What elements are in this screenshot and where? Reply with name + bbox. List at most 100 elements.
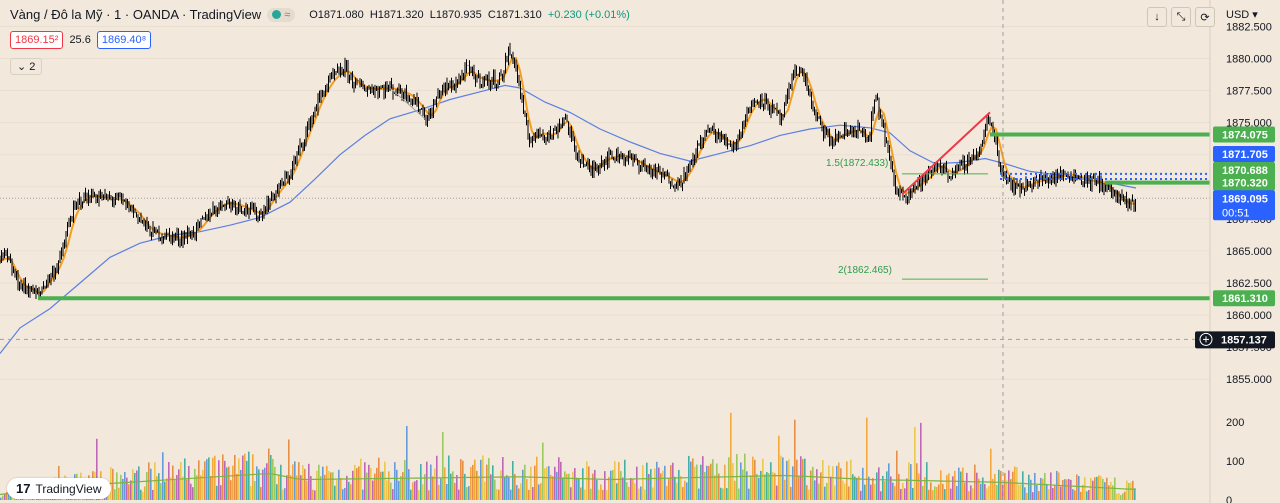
volume-bar — [726, 488, 728, 500]
volume-bar — [428, 490, 430, 500]
volume-bar — [858, 476, 860, 500]
volume-bar — [342, 489, 344, 500]
volume-bar — [172, 465, 174, 500]
tv-logo-icon: 17 — [16, 481, 31, 496]
close-value: C1871.310 — [487, 8, 542, 21]
volume-bar — [408, 469, 410, 500]
volume-bar — [626, 482, 628, 500]
volume-bar — [338, 469, 340, 500]
volume-bar — [774, 473, 776, 500]
volume-bar — [330, 472, 332, 500]
volume-bar — [640, 486, 642, 500]
volume-bar — [754, 459, 756, 500]
volume-bar — [592, 473, 594, 500]
grid — [0, 25, 1210, 380]
volume-bar — [350, 484, 352, 500]
sell-button[interactable]: 1869.15² — [10, 31, 64, 49]
volume-bar — [540, 483, 542, 500]
volume-bar — [318, 464, 320, 500]
volume-bar — [390, 482, 392, 500]
volume-bar — [706, 465, 708, 500]
volume-bar — [778, 435, 780, 500]
volume-tick-label: 200 — [1226, 417, 1244, 429]
volume-bar — [678, 469, 680, 500]
volume-bar — [516, 485, 518, 500]
volume-bar — [930, 482, 932, 500]
volume-bar — [868, 476, 870, 500]
volume-bar — [454, 482, 456, 500]
volume-bar — [722, 488, 724, 500]
volume-bar — [1094, 477, 1096, 500]
volume-bar — [410, 489, 412, 500]
volume-bar — [730, 412, 732, 500]
indicators-toggle[interactable]: ⌄ 2 — [10, 58, 43, 75]
trend-line — [901, 111, 991, 196]
collapse-icon[interactable]: ⤡ — [1171, 7, 1191, 27]
volume-bar — [962, 467, 964, 500]
market-status[interactable]: ≈ — [267, 7, 296, 22]
volume-bar — [724, 464, 726, 500]
volume-bar — [420, 464, 422, 500]
volume-bar — [632, 479, 634, 500]
volume-bar — [1020, 484, 1022, 500]
volume-bar — [890, 476, 892, 500]
volume-bar — [1022, 471, 1024, 500]
volume-bar — [248, 451, 250, 500]
volume-bar — [940, 470, 942, 500]
arrow-down-icon[interactable]: ↓ — [1147, 7, 1167, 27]
volume-bar — [314, 490, 316, 500]
volume-bar — [328, 470, 330, 500]
volume-bar — [290, 475, 292, 500]
currency-select[interactable]: USD ▾ — [1226, 8, 1258, 21]
volume-bar — [622, 477, 624, 500]
buy-button[interactable]: 1869.40⁸ — [96, 31, 152, 49]
ohlc-values: O1871.080 H1871.320 L1870.935 C1871.310 … — [309, 9, 630, 21]
refresh-icon[interactable]: ⟳ — [1195, 7, 1215, 27]
volume-bar — [346, 475, 348, 500]
volume-bar — [816, 469, 818, 500]
volume-bar — [198, 460, 200, 500]
volume-bar — [382, 471, 384, 500]
volume-bar — [912, 488, 914, 500]
volume-bar — [1108, 485, 1110, 500]
volume-bar — [494, 479, 496, 500]
symbol-title[interactable]: Vàng / Đô la Mỹ · 1 · OANDA · TradingVie… — [10, 7, 262, 22]
volume-bar — [372, 480, 374, 500]
volume-bar — [522, 469, 524, 500]
volume-bar — [144, 486, 146, 500]
order-price-badge — [1213, 146, 1275, 162]
tradingview-logo[interactable]: 17 TradingView — [7, 478, 111, 499]
volume-bar — [122, 478, 124, 500]
volume-bar — [368, 464, 370, 500]
volume-tick-label: 100 — [1226, 456, 1244, 468]
volume-bar — [120, 474, 122, 500]
volume-bar — [1018, 484, 1020, 500]
volume-bar — [426, 461, 428, 500]
volume-bar — [1066, 479, 1068, 500]
volume-bar — [204, 461, 206, 500]
volume-bar — [596, 479, 598, 500]
volume-bar — [544, 468, 546, 500]
volume-bar — [934, 486, 936, 500]
volume-bar — [538, 484, 540, 500]
volume-bar — [692, 458, 694, 500]
volume-bar — [986, 488, 988, 500]
volume-bar — [258, 469, 260, 500]
volume-bar — [168, 462, 170, 500]
volume-bar — [1070, 479, 1072, 500]
volume-bar — [520, 483, 522, 500]
volume-bar — [658, 467, 660, 500]
volume-bar — [588, 466, 590, 500]
volume-bar — [864, 484, 866, 500]
volume-bar — [548, 466, 550, 500]
volume-bar — [324, 474, 326, 500]
volume-bar — [1090, 477, 1092, 500]
volume-bar — [998, 469, 1000, 500]
volume-bar — [402, 472, 404, 500]
volume-bar — [798, 475, 800, 500]
volume-bar — [140, 489, 142, 500]
volume-bar — [130, 480, 132, 500]
volume-bar — [716, 463, 718, 500]
volume-bar — [228, 466, 230, 500]
